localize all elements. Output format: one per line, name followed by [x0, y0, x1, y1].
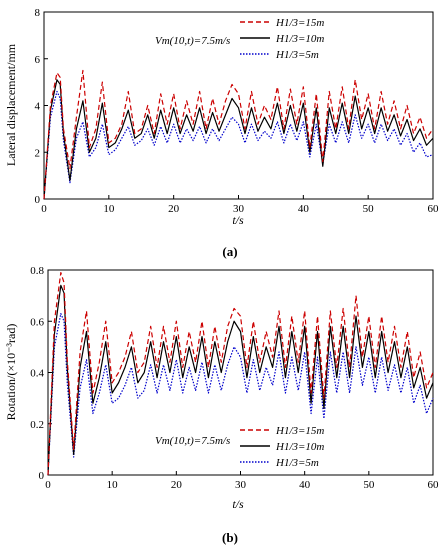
series-line-solid: [43, 79, 434, 200]
caption-b: (b): [222, 530, 238, 545]
y-ticks-a: 0 2 4 6 8: [35, 7, 48, 206]
x-tick-label: 30: [233, 203, 245, 215]
series-line-dotted: [47, 312, 434, 476]
series-group-b: [47, 271, 434, 476]
y-tick-label: 0.8: [30, 265, 44, 277]
y-tick-label: 6: [35, 54, 41, 66]
x-tick-label: 20: [168, 203, 180, 215]
x-tick-label: 40: [299, 479, 311, 491]
caption-a: (a): [222, 244, 237, 259]
x-tick-label: 50: [363, 203, 375, 215]
series-line-dashed: [47, 271, 434, 476]
series-line-dotted: [43, 90, 434, 200]
x-tick-label: 20: [171, 479, 183, 491]
x-axis-label-a: t/s: [232, 213, 244, 227]
y-tick-label: 0.2: [30, 419, 44, 431]
x-ticks-a: 0 10 20 30 40 50 60: [41, 195, 439, 215]
y-ticks-b: 0 0.2 0.4 0.6 0.8: [30, 265, 52, 482]
legend-label: H1/3=15m: [275, 425, 324, 437]
y-axis-label-a: Lateral displacement/mm: [4, 43, 18, 166]
x-tick-label: 10: [103, 203, 115, 215]
legend-label: H1/3=15m: [275, 17, 324, 29]
legend-label: H1/3=10m: [275, 33, 324, 45]
annotation-a: Vm(10,t)=7.5m/s: [155, 35, 230, 47]
x-tick-label: 0: [41, 203, 47, 215]
x-tick-label: 10: [107, 479, 119, 491]
x-ticks-b: 0 10 20 30 40 50 60: [45, 471, 439, 491]
series-line-dashed: [43, 69, 434, 200]
series-group-a: [43, 69, 434, 200]
x-tick-label: 0: [45, 479, 51, 491]
legend-label: H1/3=10m: [275, 441, 324, 453]
plot-frame-b: [47, 269, 434, 476]
y-tick-label: 4: [35, 101, 41, 113]
y-tick-label: 2: [35, 147, 41, 159]
x-axis-label-b: t/s: [232, 497, 244, 511]
series-line-solid: [47, 284, 434, 476]
x-tick-label: 40: [298, 203, 310, 215]
legend-label: H1/3=5m: [275, 457, 319, 469]
annotation-b: Vm(10,t)=7.5m/s: [155, 435, 230, 447]
legend-a: H1/3=15m H1/3=10m H1/3=5m: [240, 17, 324, 61]
y-axis-label-b: Rotation/(×10⁻³rad): [4, 324, 18, 421]
chart-a: 0 10 20 30 40 50 60 0 2 4 6 8 Lateral displacement…: [4, 7, 439, 259]
x-tick-label: 30: [235, 479, 247, 491]
x-tick-label: 60: [428, 203, 440, 215]
y-tick-label: 0: [35, 194, 41, 206]
y-tick-label: 0.6: [30, 316, 44, 328]
y-tick-label: 8: [35, 7, 41, 19]
legend-b: H1/3=15m H1/3=10m H1/3=5m: [240, 425, 324, 469]
x-tick-label: 50: [363, 479, 375, 491]
legend-label: H1/3=5m: [275, 49, 319, 61]
chart-b: 0 10 20 30 40 50 60 0 0.2 0.4 0.6 0.8 Rotation/(×1…: [4, 265, 439, 545]
y-tick-label: 0: [39, 470, 45, 482]
x-tick-label: 60: [428, 479, 440, 491]
y-tick-label: 0.4: [30, 368, 44, 380]
